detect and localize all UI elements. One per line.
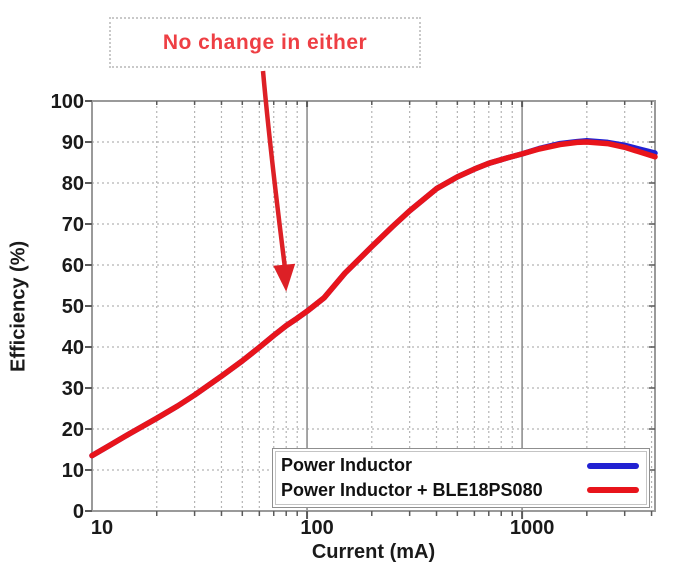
annotation-box: No change in either (109, 17, 421, 68)
y-tick-label: 80 (62, 173, 84, 195)
legend-item-power-inductor-ble18ps080: Power Inductor + BLE18PS080 (281, 480, 639, 501)
y-tick-label: 70 (62, 214, 84, 236)
y-axis-title: Efficiency (%) (7, 240, 30, 372)
x-axis-title: Current (mA) (311, 541, 436, 563)
y-tick-label: 10 (62, 460, 84, 482)
legend-item-power-inductor: Power Inductor (281, 455, 639, 476)
annotation-arrow-head (273, 263, 296, 292)
y-tick-label: 40 (62, 337, 84, 359)
legend: Power Inductor Power Inductor + BLE18PS0… (272, 448, 650, 508)
x-tick-label: 10 (91, 517, 113, 539)
legend-line-swatch-red (587, 487, 639, 494)
annotation-text: No change in either (162, 30, 368, 54)
y-tick-label: 90 (62, 132, 84, 154)
y-tick-label: 50 (62, 296, 84, 318)
annotation-arrow-line (260, 70, 288, 271)
legend-line-swatch-blue (587, 462, 639, 469)
x-tick-label: 100 (300, 517, 333, 539)
y-tick-label: 60 (62, 255, 84, 277)
y-tick-label: 100 (51, 91, 84, 113)
legend-label: Power Inductor (281, 455, 413, 476)
x-tick-label: 1000 (510, 517, 555, 539)
series-line-power-inductor-ble18ps080 (89, 139, 658, 459)
y-tick-label: 30 (62, 378, 84, 400)
y-tick-label: 0 (73, 501, 84, 523)
y-tick-label: 20 (62, 419, 84, 441)
legend-label: Power Inductor + BLE18PS080 (281, 479, 543, 500)
